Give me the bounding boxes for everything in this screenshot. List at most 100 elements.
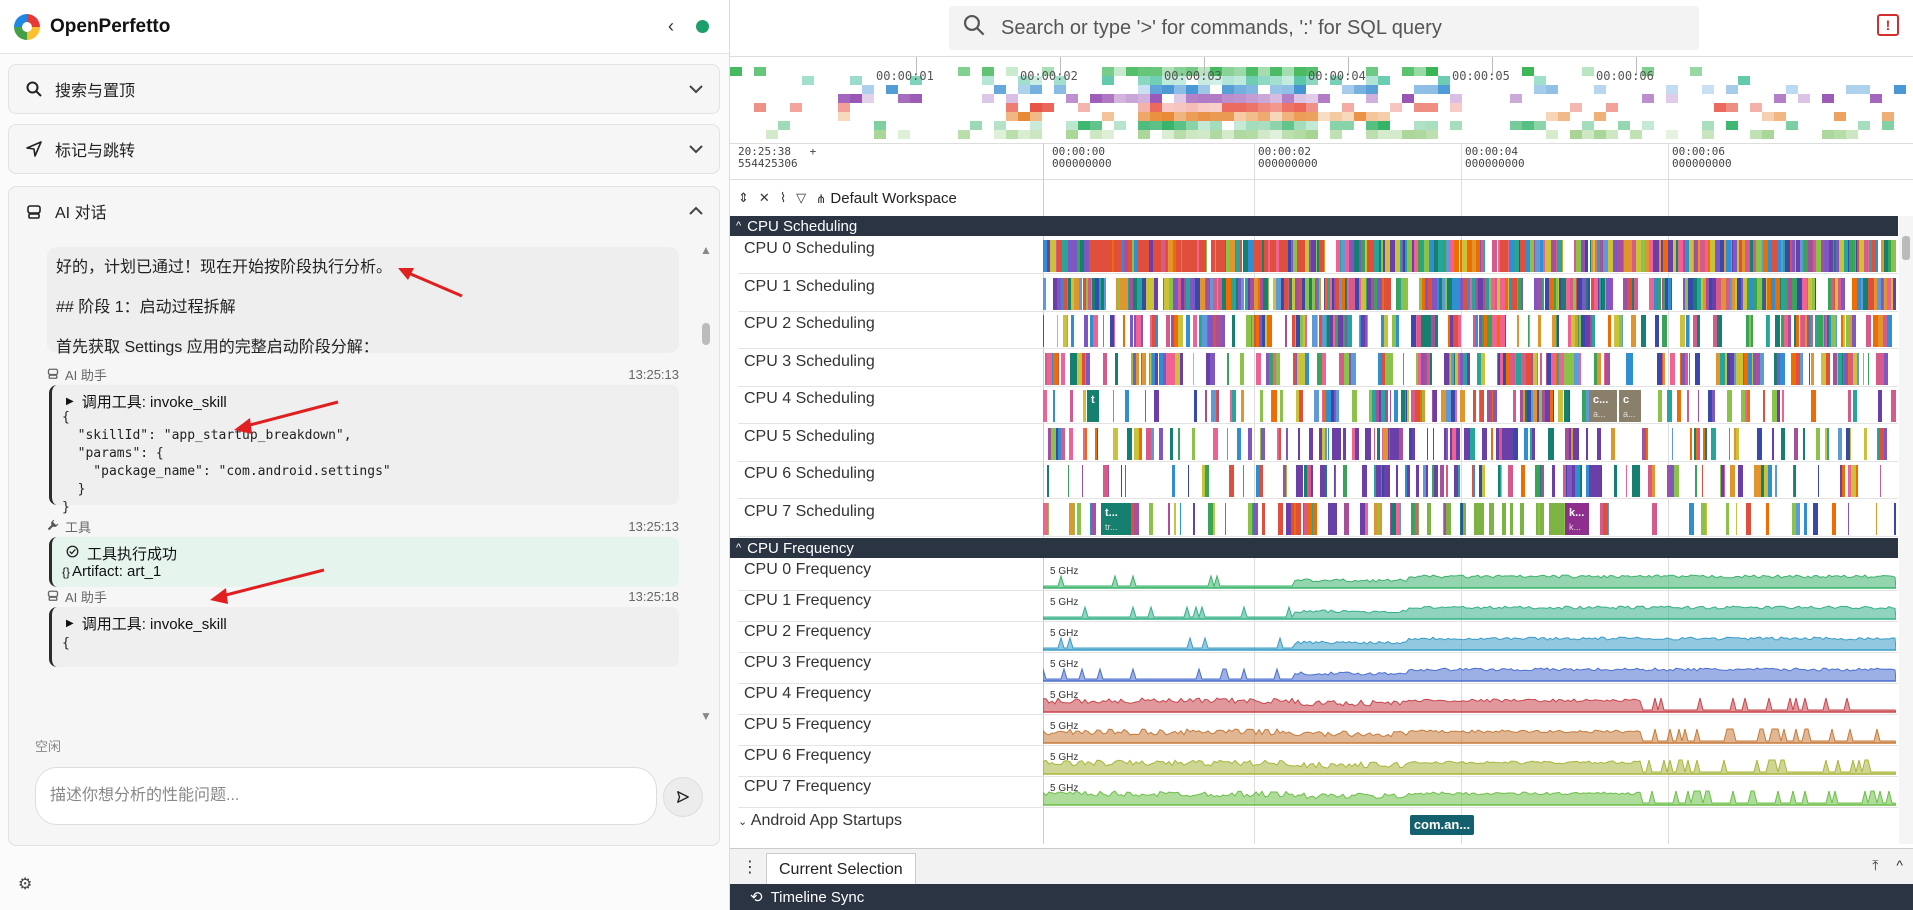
sched-slice[interactable] <box>1460 390 1465 422</box>
sched-slice[interactable] <box>1094 240 1095 272</box>
sched-slice[interactable] <box>1521 465 1525 497</box>
sched-slice[interactable] <box>1297 352 1301 385</box>
sched-slice[interactable] <box>1455 277 1457 310</box>
sched-slice[interactable] <box>1399 427 1403 460</box>
sched-slice[interactable] <box>1284 277 1288 310</box>
sched-slice[interactable] <box>1116 277 1117 310</box>
sched-slice[interactable] <box>1768 240 1772 272</box>
sched-slice[interactable] <box>1345 277 1347 310</box>
sched-slice[interactable] <box>1458 465 1460 497</box>
sched-slice[interactable] <box>1396 277 1399 310</box>
sched-slice[interactable] <box>1881 240 1884 272</box>
sched-slice[interactable] <box>1390 240 1395 272</box>
sched-slice[interactable] <box>1312 315 1317 347</box>
sched-slice[interactable] <box>1586 390 1591 422</box>
sched-slice[interactable] <box>1605 277 1606 310</box>
sched-slice[interactable] <box>1104 277 1106 310</box>
sched-slice[interactable] <box>1068 277 1071 310</box>
sched-slice[interactable] <box>1128 240 1132 272</box>
sched-slice[interactable] <box>1157 240 1161 272</box>
sched-slice[interactable] <box>1542 277 1543 310</box>
sched-slice[interactable] <box>1344 352 1349 385</box>
sched-slice[interactable] <box>1142 277 1146 310</box>
sched-slice[interactable] <box>1071 315 1074 347</box>
tool-call-card[interactable]: ▶ 调用工具: invoke_skill { "skillId": "app_s… <box>49 385 679 515</box>
sched-slice[interactable] <box>1540 465 1541 497</box>
sched-slice[interactable] <box>1808 277 1812 310</box>
sched-slice[interactable] <box>1689 502 1694 535</box>
sched-slice[interactable] <box>1761 240 1762 272</box>
sched-slice[interactable] <box>1231 277 1236 310</box>
sched-slice[interactable] <box>1251 315 1252 347</box>
sched-slice[interactable] <box>1154 277 1158 310</box>
sched-slice[interactable] <box>1421 352 1424 385</box>
sched-slice[interactable] <box>1289 277 1292 310</box>
sched-slice[interactable] <box>1317 315 1318 347</box>
sched-slice[interactable] <box>1152 315 1156 347</box>
sched-slice[interactable] <box>1192 427 1195 460</box>
sched-slice[interactable] <box>1193 352 1194 385</box>
sched-slice[interactable] <box>1181 277 1184 310</box>
sched-slice[interactable] <box>1843 352 1844 385</box>
sched-slice[interactable] <box>1146 427 1151 460</box>
sched-slice[interactable] <box>1379 390 1381 422</box>
sched-slice[interactable] <box>1299 277 1302 310</box>
sched-slice[interactable] <box>1283 465 1286 497</box>
sched-slice[interactable] <box>1423 390 1425 422</box>
sched-slice[interactable] <box>1303 315 1305 347</box>
omnibox[interactable] <box>949 6 1699 50</box>
sched-slice[interactable] <box>1654 277 1658 310</box>
sched-slice[interactable] <box>1426 465 1428 497</box>
sched-slice[interactable] <box>1061 427 1065 460</box>
sched-slice[interactable] <box>1655 315 1659 347</box>
sched-slice[interactable] <box>1597 427 1601 460</box>
sched-slice[interactable] <box>1328 427 1329 460</box>
sched-slice[interactable] <box>1330 277 1332 310</box>
sched-slice[interactable] <box>1206 240 1207 272</box>
sched-slice[interactable] <box>1349 240 1354 272</box>
sched-slice[interactable] <box>1659 240 1661 272</box>
sched-slice[interactable] <box>1050 240 1052 272</box>
sched-slice[interactable] <box>1460 502 1461 535</box>
sched-slice[interactable] <box>1368 427 1371 460</box>
sched-slice[interactable] <box>1178 277 1181 310</box>
sched-slice[interactable] <box>1584 240 1585 272</box>
sched-slice[interactable] <box>1853 390 1856 422</box>
sched-slice[interactable] <box>1043 240 1047 272</box>
sched-slice[interactable] <box>1391 502 1396 535</box>
sched-slice[interactable] <box>1683 240 1685 272</box>
sched-slice[interactable] <box>1703 277 1706 310</box>
sched-slice[interactable] <box>1433 427 1434 460</box>
sched-slice[interactable] <box>1794 465 1796 497</box>
sched-slice[interactable] <box>1556 352 1557 385</box>
sched-slice[interactable] <box>1311 240 1316 272</box>
sched-slice[interactable] <box>1461 502 1463 535</box>
sched-slice[interactable] <box>1451 352 1454 385</box>
sched-slice[interactable] <box>1841 277 1845 310</box>
sched-slice[interactable] <box>1048 427 1051 460</box>
sched-slice[interactable] <box>1575 315 1578 347</box>
sched-slice[interactable] <box>1266 352 1269 385</box>
sched-slice[interactable] <box>1080 240 1084 272</box>
sched-slice[interactable] <box>1299 390 1303 422</box>
sched-slice[interactable] <box>1497 352 1498 385</box>
sched-slice[interactable] <box>1848 240 1849 272</box>
sched-slice[interactable] <box>1521 352 1526 385</box>
sched-slice[interactable] <box>1276 352 1280 385</box>
sched-slice[interactable] <box>1807 315 1810 347</box>
sched-slice[interactable] <box>1385 390 1388 422</box>
sched-slice[interactable] <box>1292 315 1295 347</box>
sched-slice[interactable] <box>1689 352 1690 385</box>
sched-slice[interactable] <box>1194 390 1197 422</box>
sched-slice[interactable] <box>1562 240 1563 272</box>
sched-slice[interactable] <box>1710 240 1715 272</box>
sched-slice[interactable] <box>1277 427 1279 460</box>
sched-slice[interactable] <box>1176 240 1181 272</box>
sched-slice[interactable] <box>1794 427 1798 460</box>
sched-slice[interactable] <box>1152 352 1155 385</box>
sched-slice[interactable] <box>1444 502 1446 535</box>
sched-slice[interactable] <box>1071 277 1074 310</box>
track-cpu-frequency[interactable]: CPU 5 Frequency 5 GHz <box>738 715 1898 746</box>
sched-slice[interactable] <box>1476 315 1477 347</box>
sched-slice[interactable] <box>1334 390 1336 422</box>
